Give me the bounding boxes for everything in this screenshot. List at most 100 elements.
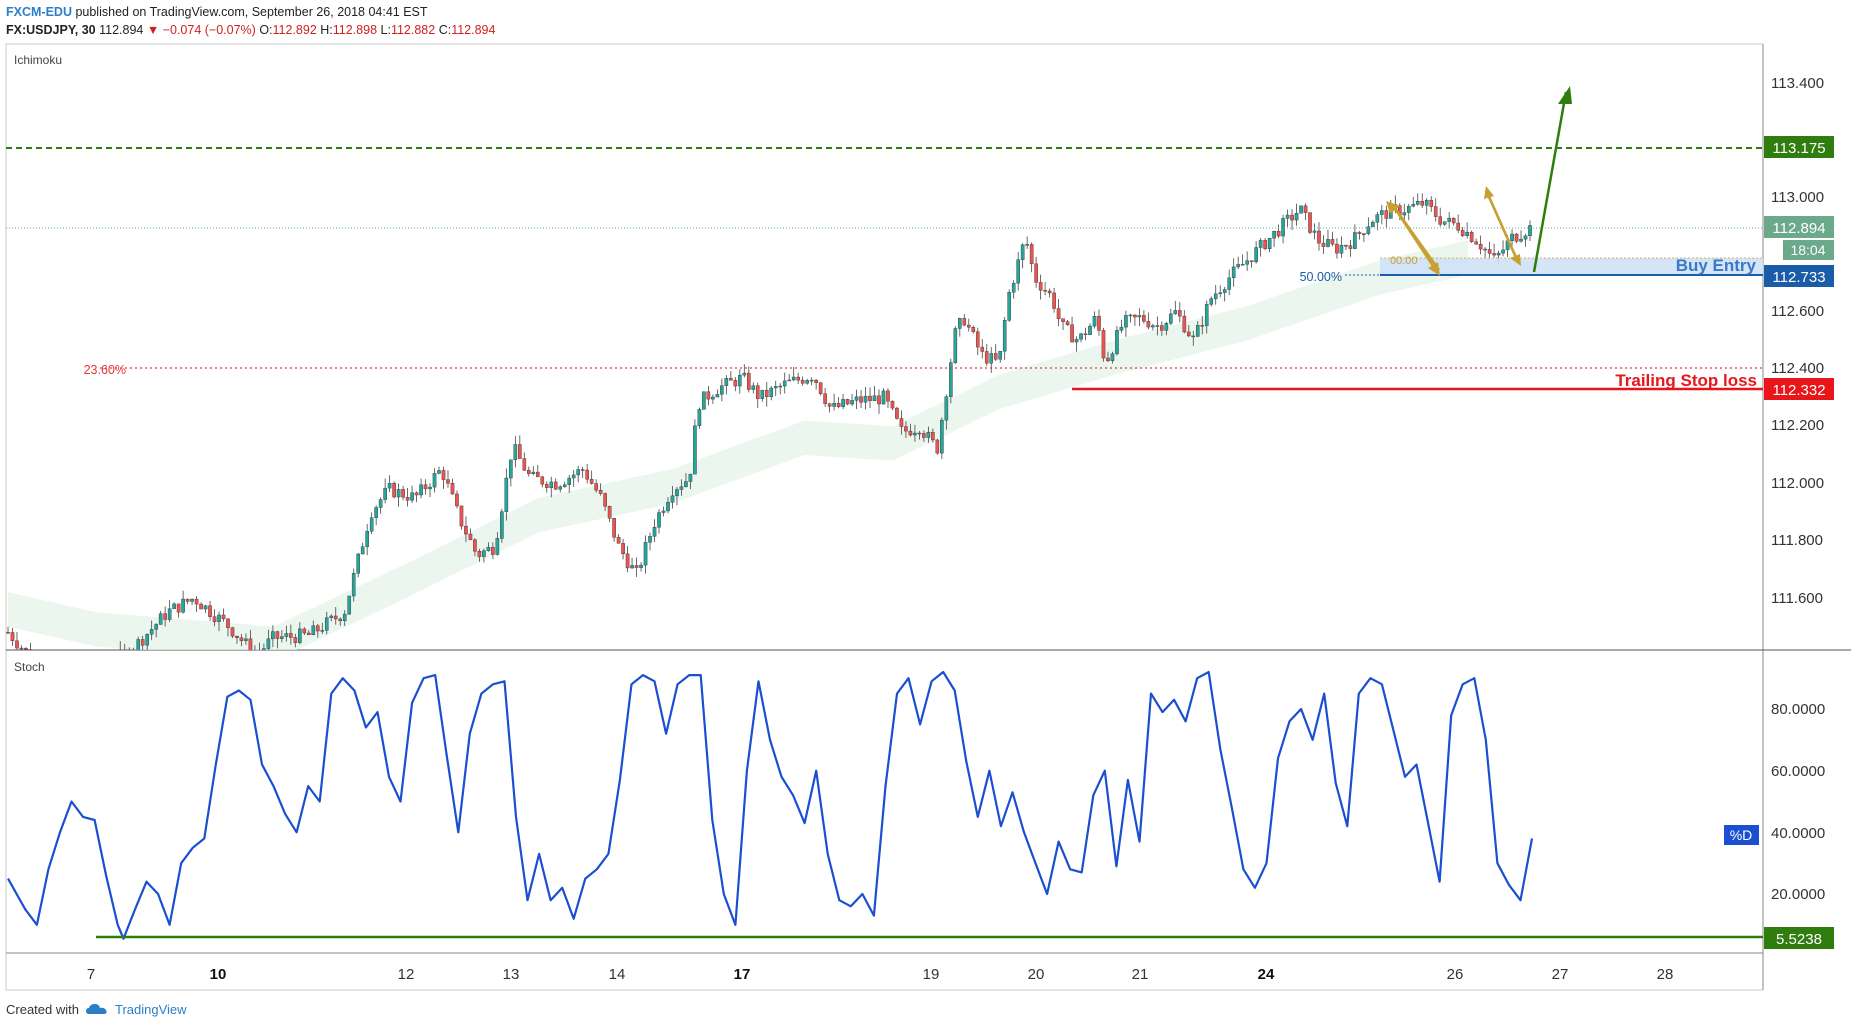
- candle-body: [567, 477, 572, 485]
- candle-body: [1146, 321, 1151, 328]
- candle-body: [958, 318, 962, 329]
- candle-body: [589, 479, 594, 484]
- stoch-min-badge[interactable]: [1764, 927, 1834, 949]
- buy-entry-zone[interactable]: [1380, 258, 1763, 275]
- candle-body: [212, 616, 217, 622]
- candle-body: [1169, 313, 1173, 324]
- candle-body: [679, 486, 684, 490]
- candle-body: [643, 542, 648, 566]
- publisher-link[interactable]: FXCM-EDU: [6, 5, 72, 19]
- trailing-stop-label: Trailing Stop loss: [1615, 371, 1757, 390]
- candle-body: [697, 409, 702, 427]
- candle-body: [1110, 353, 1115, 361]
- candle-body: [872, 395, 877, 401]
- candle-body: [800, 379, 805, 384]
- candle-body: [634, 565, 639, 568]
- candle-body: [522, 458, 527, 471]
- candle-body: [535, 471, 540, 478]
- candle-body: [1510, 233, 1514, 241]
- tradingview-link[interactable]: TradingView: [114, 1001, 187, 1017]
- candle-body: [738, 374, 742, 387]
- candle-body: [365, 530, 369, 547]
- price-axis-ticks: 113.400 113.000 112.600 112.400 112.200 …: [1771, 75, 1824, 607]
- candle-body: [28, 649, 33, 650]
- candle-body: [818, 382, 823, 394]
- candle-body: [1209, 298, 1214, 305]
- footer-text: Created with: [6, 1001, 79, 1017]
- candle-body: [419, 484, 423, 496]
- candle-body: [1137, 315, 1142, 318]
- close-value: 112.894: [451, 23, 496, 37]
- candle-body: [773, 386, 778, 389]
- candle-body: [1043, 290, 1047, 292]
- candle-body: [500, 511, 504, 539]
- resistance-badge[interactable]: [1764, 136, 1834, 158]
- candle-body: [935, 439, 940, 454]
- candle-body: [531, 471, 536, 474]
- candle-body: [10, 632, 15, 642]
- zigzag-arrows: [1386, 186, 1521, 276]
- candle-body: [302, 628, 307, 634]
- candle-body: [931, 431, 935, 441]
- candle-body: [1065, 321, 1070, 325]
- candle-body: [275, 631, 280, 639]
- candle-body: [401, 489, 405, 498]
- candle-body: [491, 547, 495, 555]
- candle-body: [1061, 318, 1065, 322]
- candle-body: [1447, 217, 1451, 222]
- candle-body: [1483, 248, 1487, 251]
- candle-body: [1285, 214, 1290, 219]
- candle-body: [1290, 214, 1294, 221]
- last-price-badge[interactable]: [1764, 216, 1834, 238]
- buy-entry-badge[interactable]: [1764, 265, 1834, 287]
- candle-body: [1456, 222, 1460, 231]
- candle-body: [1047, 290, 1052, 294]
- candle-body: [1155, 325, 1160, 327]
- candle-body: [437, 470, 441, 474]
- candle-body: [284, 633, 289, 637]
- price-pane-label: Ichimoku: [14, 53, 62, 67]
- candle-body: [823, 393, 827, 404]
- fib-000-label: 00.00: [1390, 255, 1418, 267]
- candle-body: [666, 502, 670, 512]
- candle-body: [1002, 320, 1007, 352]
- candle-body: [661, 510, 666, 513]
- candlestick-series: [6, 193, 1532, 650]
- candle-body: [1335, 243, 1339, 254]
- candle-body: [1281, 218, 1285, 237]
- candle-body: [612, 518, 616, 538]
- tick-label: 10: [210, 966, 227, 983]
- arrow-head-icon: [1428, 262, 1440, 276]
- stoch-series-badge[interactable]: [1724, 825, 1759, 845]
- candle-body: [639, 564, 643, 568]
- candle-body: [562, 484, 567, 487]
- candle-body: [378, 499, 383, 508]
- stop-loss-badge[interactable]: [1764, 378, 1834, 400]
- candle-body: [859, 396, 863, 403]
- candle-body: [814, 379, 818, 383]
- change-value: ▼ −0.074 (−0.07%): [146, 23, 256, 37]
- candle-body: [895, 407, 899, 419]
- symbol-name[interactable]: FX:USDJPY, 30: [6, 23, 96, 37]
- candle-body: [230, 627, 235, 637]
- tick-label: 112.200: [1771, 417, 1824, 434]
- candle-body: [670, 495, 675, 503]
- candle-body: [518, 444, 522, 459]
- candle-body: [854, 396, 859, 401]
- tick-label: 112.000: [1771, 475, 1824, 492]
- candle-body: [1380, 210, 1384, 215]
- candle-body: [1492, 253, 1496, 256]
- candle-body: [1344, 245, 1348, 247]
- tradingview-cloud-icon: [85, 1004, 107, 1014]
- candle-body: [1528, 225, 1532, 237]
- candle-body: [868, 395, 872, 401]
- candle-body: [342, 613, 347, 622]
- candle-body: [917, 432, 922, 435]
- candle-body: [351, 573, 356, 597]
- candle-body: [1029, 244, 1034, 265]
- candle-body: [1151, 325, 1155, 328]
- high-label: H:: [320, 23, 333, 37]
- candle-body: [1142, 315, 1146, 322]
- candle-body: [1487, 249, 1492, 254]
